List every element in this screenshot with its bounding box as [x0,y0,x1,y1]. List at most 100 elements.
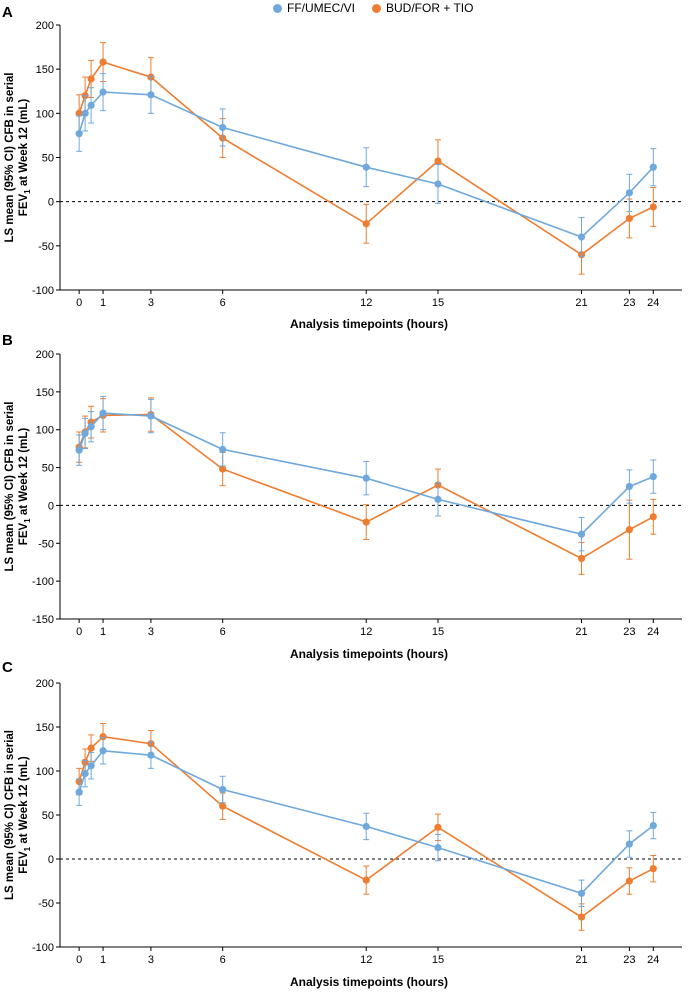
data-point [625,877,633,885]
y-tick-label: 0 [48,197,54,209]
data-point [649,513,657,521]
y-axis-label-line2: FEV1 at Week 12 (mL) [18,99,32,217]
y-tick-label: -100 [32,576,54,588]
y-axis-label-subscript: 1 [23,518,32,523]
data-point [99,88,107,96]
data-point [147,91,155,99]
x-tick-label: 0 [76,954,82,966]
panel-letter: C [2,659,13,676]
y-tick-label: 200 [36,678,54,690]
x-tick-label: 1 [100,954,106,966]
y-tick-label: -50 [38,898,54,910]
data-point [649,473,657,481]
y-tick-label: -150 [32,614,54,626]
data-point [649,163,657,171]
x-tick-label: 1 [100,297,106,309]
y-tick-label: 50 [42,153,54,165]
y-tick-label: 150 [36,722,54,734]
data-point [75,130,83,138]
legend-swatch-orange [372,3,381,13]
y-tick-label: -50 [38,538,54,550]
x-axis-label: Analysis timepoints (hours) [290,317,448,331]
data-point [219,785,227,794]
y-axis-label-line1: LS mean (95% CI) CFB in serial [4,402,16,572]
x-tick-label: 23 [623,954,635,966]
data-point [87,744,95,752]
data-point [87,75,95,83]
data-point [147,751,155,759]
y-tick-label: 200 [36,20,54,32]
y-tick-label: -50 [38,241,54,253]
x-tick-label: 6 [220,954,226,966]
data-point [219,123,227,132]
data-point [577,913,586,921]
x-tick-label: 21 [575,626,587,638]
data-point [87,423,95,431]
y-axis-label-line2: FEV1 at Week 12 (mL) [18,428,32,546]
series-ff-umec-vi [75,395,657,552]
x-tick-label: 6 [220,626,226,638]
x-axis-label: Analysis timepoints (hours) [290,647,448,661]
data-point [649,203,657,211]
x-tick-label: 15 [432,954,444,966]
data-point [577,554,586,563]
data-point [81,429,89,438]
data-point [362,876,370,884]
data-point [99,409,107,417]
y-axis-label-rest: at Week 12 (mL) [18,756,30,847]
data-point [81,770,89,778]
x-tick-label: 12 [360,954,372,966]
y-axis-label-rest: at Week 12 (mL) [18,99,30,190]
y-axis-label-line1: LS mean (95% CI) CFB in serial [4,730,16,900]
data-point [362,518,370,526]
y-axis-label-rest: at Week 12 (mL) [18,428,30,519]
x-tick-label: 12 [360,297,372,309]
data-point [99,747,107,755]
data-point [625,526,633,534]
data-point [434,823,442,831]
data-point [87,762,95,770]
data-point [625,214,633,223]
y-tick-label: 150 [36,64,54,76]
legend-label-bud-for-tio: BUD/FOR + TIO [386,1,474,15]
data-point [75,109,83,117]
data-point [434,843,442,852]
chart-panel-c: C -100 -50 0 50 100 150 200 0 1 3 6 12 15 21 23 24 Analys… [2,659,682,989]
data-point [577,530,586,538]
x-tick-label: 24 [647,297,659,309]
panel-letter: A [2,4,13,21]
data-point [577,233,586,241]
x-tick-label: 23 [623,626,635,638]
data-point [434,180,442,188]
data-point [362,474,370,482]
x-tick-label: 6 [220,297,226,309]
legend-item-bud-for-tio: BUD/FOR + TIO [372,1,473,15]
data-point [99,58,107,66]
data-point [147,412,155,420]
x-tick-label: 21 [575,297,587,309]
data-point [625,482,633,491]
x-tick-label: 24 [647,954,659,966]
y-tick-label: 200 [36,349,54,361]
x-tick-label: 15 [432,626,444,638]
data-point [434,495,442,503]
chart-panel-b: B -150 -100 -50 0 50 100 150 200 0 1 3 6 12 15 21 23 24 An… [2,332,682,661]
legend-swatch-blue [273,3,282,13]
legend-label-ff-umec-vi: FF/UMEC/VI [287,1,355,15]
y-axis-label-subscript: 1 [23,846,32,851]
data-point [625,189,633,197]
data-point [219,445,227,453]
data-point [649,865,657,873]
series-ff-umec-vi [75,737,657,908]
y-tick-label: -100 [32,285,54,297]
y-tick-label: 50 [42,463,54,475]
x-tick-label: 3 [148,626,154,638]
x-tick-label: 0 [76,626,82,638]
data-point [99,733,107,741]
y-axis-label-fev: FEV [18,193,30,216]
x-tick-label: 3 [148,297,154,309]
data-point [81,109,89,117]
data-point [219,802,227,810]
data-point [362,163,370,171]
